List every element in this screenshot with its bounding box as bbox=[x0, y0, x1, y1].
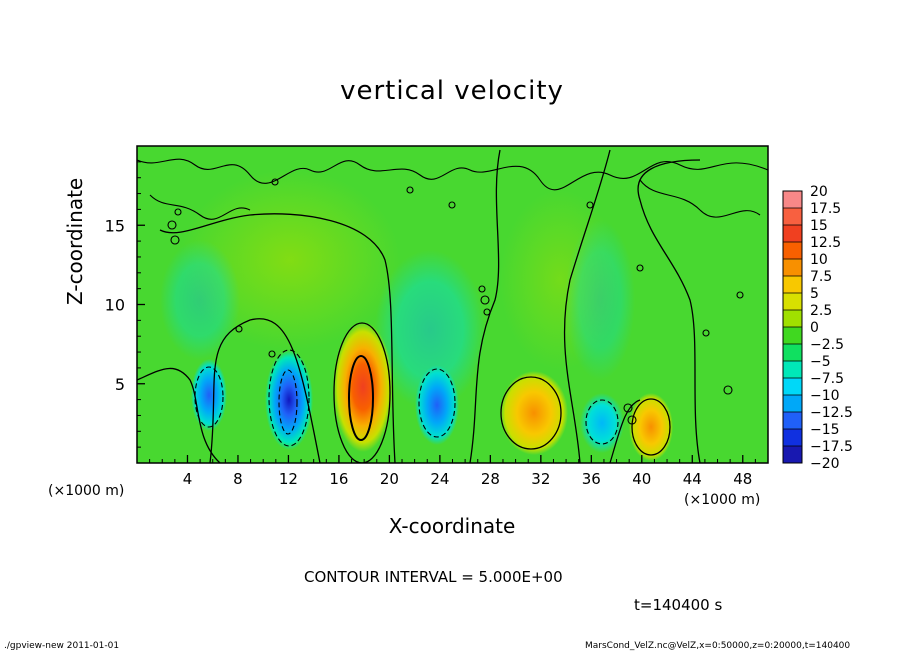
x-tick-label: 40 bbox=[632, 470, 651, 488]
upper-noise-contours bbox=[137, 158, 768, 425]
colorbar-label: 15 bbox=[810, 218, 828, 234]
footer-program: ./gpview-new 2011-01-01 bbox=[4, 641, 120, 651]
chart-title: vertical velocity bbox=[340, 76, 564, 106]
colorbar-label: 10 bbox=[810, 252, 828, 268]
colorbar-swatch bbox=[783, 378, 802, 396]
colorbar-label: 12.5 bbox=[810, 235, 841, 251]
colorbar-swatch bbox=[783, 276, 802, 294]
x-tick-label: 20 bbox=[380, 470, 399, 488]
colorbar-label: −7.5 bbox=[810, 371, 844, 387]
colorbar-swatch bbox=[783, 344, 802, 362]
colorbar-swatch bbox=[783, 208, 802, 226]
colorbar-label: 0 bbox=[810, 320, 819, 336]
colorbar-label: 2.5 bbox=[810, 303, 832, 319]
x-tick-label: 44 bbox=[683, 470, 702, 488]
colorbar-swatch bbox=[783, 412, 802, 430]
y-axis-ticks: 5 10 15 bbox=[105, 161, 145, 448]
x-tick-label: 24 bbox=[430, 470, 449, 488]
y-tick-label: 10 bbox=[105, 296, 125, 315]
colorbar-label: 17.5 bbox=[810, 201, 841, 217]
colorbar-swatch bbox=[783, 225, 802, 243]
colorbar-swatch bbox=[783, 191, 802, 209]
colorbar-swatch bbox=[783, 395, 802, 413]
x-tick-label: 28 bbox=[481, 470, 500, 488]
colorbar-swatch bbox=[783, 242, 802, 260]
x-tick-label: 8 bbox=[233, 470, 243, 488]
downdraft-x24 bbox=[415, 365, 459, 445]
x-tick-label: 16 bbox=[329, 470, 348, 488]
heatmap-field bbox=[137, 146, 768, 463]
contour-interval-label: CONTOUR INTERVAL = 5.000E+00 bbox=[304, 568, 563, 586]
y-tick-label: 5 bbox=[115, 375, 125, 394]
colorbar-label: −12.5 bbox=[810, 405, 853, 421]
x-axis-ticks: 4 8 12 16 20 24 28 32 36 40 44 48 bbox=[149, 455, 756, 488]
colorbar-label: −15 bbox=[810, 422, 840, 438]
downdraft-x6 bbox=[191, 359, 227, 431]
colorbar: 2017.51512.5107.552.50−2.5−5−7.5−10−12.5… bbox=[782, 184, 853, 472]
x-tick-label: 4 bbox=[183, 470, 193, 488]
colorbar-label: 7.5 bbox=[810, 269, 832, 285]
updraft-x32 bbox=[500, 371, 568, 455]
x-tick-label: 48 bbox=[733, 470, 752, 488]
colorbar-swatch bbox=[783, 259, 802, 277]
y-tick-label: 15 bbox=[105, 216, 125, 235]
colorbar-label: 20 bbox=[810, 184, 828, 200]
x-axis-label: X-coordinate bbox=[388, 514, 516, 538]
x-axis-unit-right: (×1000 m) bbox=[684, 492, 761, 508]
x-tick-label: 36 bbox=[582, 470, 601, 488]
updraft-core-x18 bbox=[333, 322, 393, 452]
colorbar-label: −2.5 bbox=[810, 337, 844, 353]
downdraft-x12 bbox=[265, 350, 313, 450]
x-tick-label: 12 bbox=[279, 470, 298, 488]
colorbar-label: −10 bbox=[810, 388, 840, 404]
colorbar-swatch bbox=[783, 429, 802, 447]
y-axis-label: Z-coordinate bbox=[63, 177, 87, 305]
colorbar-swatch bbox=[783, 327, 802, 345]
x-tick-label: 32 bbox=[531, 470, 550, 488]
colorbar-swatch bbox=[783, 293, 802, 311]
colorbar-swatch bbox=[783, 361, 802, 379]
time-label: t=140400 s bbox=[634, 596, 723, 614]
colorbar-swatch bbox=[783, 310, 802, 328]
colorbar-label: −20 bbox=[810, 456, 840, 472]
negative-contour-lines bbox=[194, 349, 619, 447]
colorbar-label: −5 bbox=[810, 354, 831, 370]
footer-source: MarsCond_VelZ.nc@VelZ,x=0:50000,z=0:2000… bbox=[585, 641, 851, 651]
updraft-x40 bbox=[629, 393, 673, 461]
colorbar-label: −17.5 bbox=[810, 439, 853, 455]
colorbar-swatch bbox=[783, 446, 802, 464]
x-axis-unit-left: (×1000 m) bbox=[48, 483, 125, 499]
downdraft-x37 bbox=[580, 393, 624, 453]
contour-lines bbox=[137, 149, 701, 463]
colorbar-label: 5 bbox=[810, 286, 819, 302]
